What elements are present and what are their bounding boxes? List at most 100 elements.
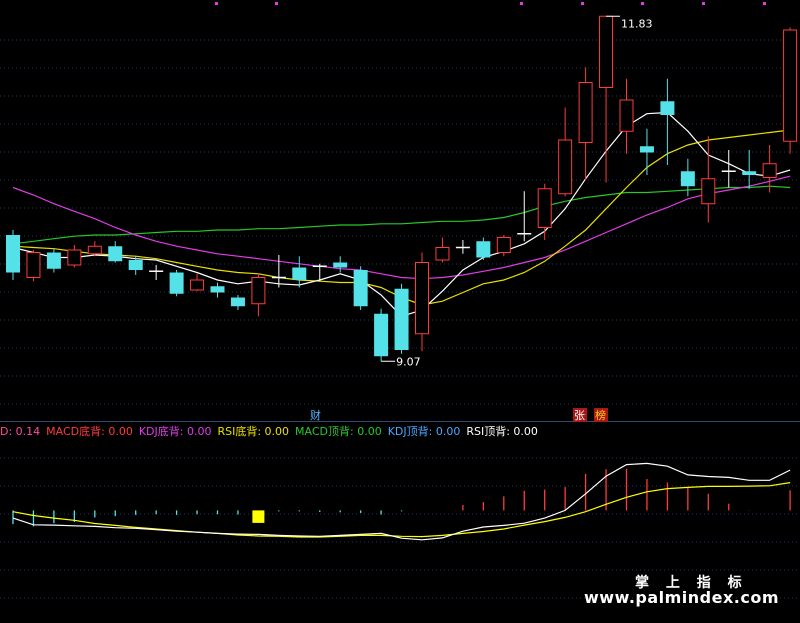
candle-body: [558, 139, 573, 195]
candle: [476, 237, 491, 260]
zhang-tag-bg: [573, 408, 587, 422]
candle-body: [578, 82, 593, 143]
candle-body: [87, 245, 102, 255]
bang-tag-bg: [594, 408, 608, 422]
candle-body: [67, 249, 82, 266]
high-label: 11.83: [621, 17, 653, 30]
candle: [46, 248, 61, 273]
candle: [353, 266, 368, 310]
candle: [455, 240, 470, 254]
candle: [415, 252, 429, 352]
candle: [333, 256, 348, 273]
ma10-line: [12, 129, 791, 306]
candle: [660, 78, 675, 165]
candle: [67, 245, 82, 268]
candle-body: [353, 270, 368, 307]
candle: [619, 78, 634, 154]
legend-item: RSI顶背: 0.00: [466, 425, 538, 438]
candle: [190, 273, 205, 292]
indicator-lines: [12, 462, 791, 541]
annotations: 11.83 9.07 财 张 榜: [310, 15, 653, 422]
candle: [783, 27, 798, 154]
candle: [312, 263, 327, 282]
candle-body: [251, 277, 266, 305]
candle: [169, 270, 184, 297]
candle: [26, 250, 41, 282]
candle: [496, 235, 511, 257]
legend-item: MACD顶背: 0.00: [295, 425, 382, 438]
legend-item: D: 0.14: [0, 425, 41, 438]
candle: [742, 150, 757, 189]
candle: [517, 191, 532, 242]
candle-body: [6, 235, 20, 273]
candle-body: [599, 15, 614, 88]
ma20-line: [12, 175, 791, 280]
cai-tag: 财: [310, 408, 321, 422]
candle: [108, 241, 123, 263]
candle-body: [230, 297, 245, 307]
candle: [292, 256, 307, 288]
candle-body: [639, 146, 654, 153]
candle-body: [762, 163, 777, 178]
candle: [210, 282, 225, 298]
candle-body: [46, 252, 61, 269]
ma60-line: [12, 185, 791, 245]
candle: [558, 107, 573, 197]
candle: [87, 241, 102, 257]
candle: [394, 283, 409, 354]
legend-item: KDJ底背: 0.00: [138, 425, 212, 438]
candle-body: [108, 246, 123, 262]
candle: [251, 273, 266, 317]
period-dot: [520, 2, 523, 5]
period-dot: [275, 2, 278, 5]
macd-histogram: [12, 468, 791, 527]
dif-line: [12, 462, 791, 541]
candle-body: [435, 247, 450, 261]
candle-body: [128, 260, 143, 270]
candle-body: [210, 286, 225, 293]
candle-body: [169, 272, 184, 294]
candle: [680, 158, 695, 197]
watermark-title: 掌 上 指 标: [635, 575, 748, 591]
bang-tag: 榜: [595, 408, 606, 422]
candle: [435, 237, 450, 263]
candle-body: [190, 279, 205, 291]
candle: [701, 136, 716, 223]
candle-body: [660, 101, 675, 115]
period-dot: [215, 2, 218, 5]
candle: [149, 265, 164, 280]
candle-body: [26, 252, 41, 278]
candle-body: [619, 99, 634, 132]
candle: [6, 230, 20, 280]
legend-item: KDJ顶背: 0.00: [387, 425, 461, 438]
indicator-legend: D: 0.14 MACD底背: 0.00 KDJ底背: 0.00 RSI底背: 0.0…: [0, 424, 544, 440]
period-dot: [581, 2, 584, 5]
low-label: 9.07: [396, 355, 421, 368]
candle: [271, 255, 286, 288]
candle: [537, 183, 552, 240]
legend-item: RSI底背: 0.00: [217, 425, 290, 438]
dea-line: [12, 482, 791, 538]
candle: [762, 145, 777, 193]
candle: [599, 15, 614, 183]
candle-body: [476, 241, 491, 258]
period-dot: [702, 2, 705, 5]
candlestick-series: [6, 15, 798, 362]
candle: [578, 67, 593, 180]
candle-body: [415, 262, 429, 335]
candle-body: [701, 178, 716, 205]
candle-body: [537, 188, 552, 228]
period-dot: [763, 2, 766, 5]
candle: [639, 128, 654, 175]
candle-body: [333, 262, 348, 268]
watermark-url: www.palmindex.com: [584, 588, 780, 607]
candle-body: [496, 237, 511, 253]
period-dot: [641, 2, 644, 5]
candle-body: [783, 29, 798, 142]
candle-body: [680, 171, 695, 187]
candle: [721, 150, 736, 188]
candle: [230, 295, 245, 310]
candle-body: [292, 267, 307, 280]
candle: [374, 308, 389, 362]
